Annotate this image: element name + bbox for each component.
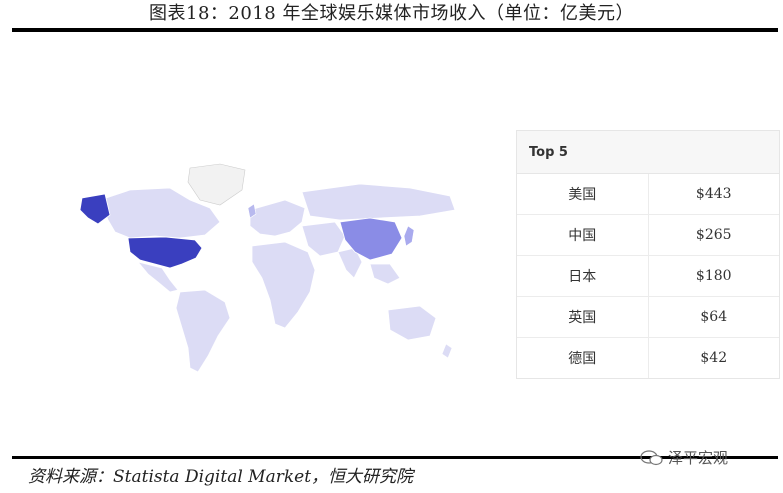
country-cell: 日本 xyxy=(517,256,649,296)
value-cell: $265 xyxy=(695,227,732,243)
country-cell: 美国 xyxy=(517,174,649,214)
watermark-text: 泽平宏观 xyxy=(668,449,729,467)
map-russia xyxy=(301,183,456,221)
map-canada xyxy=(99,187,221,239)
map-china xyxy=(339,217,403,261)
map-se-asia xyxy=(369,263,401,285)
value-cell: $42 xyxy=(700,350,728,366)
map-greenland xyxy=(187,163,246,206)
country-cell: 德国 xyxy=(517,338,649,378)
map-usa xyxy=(127,236,203,269)
table-row: 英国 $64 xyxy=(517,297,779,338)
world-map xyxy=(79,163,456,373)
map-africa xyxy=(251,241,316,329)
table-row: 日本 $180 xyxy=(517,256,779,297)
top-rule xyxy=(12,28,778,32)
watermark: 泽平宏观 xyxy=(640,447,728,468)
bottom-rule xyxy=(12,456,778,459)
value-cell: $64 xyxy=(700,309,728,325)
map-new-zealand xyxy=(441,343,453,359)
value-cell: $180 xyxy=(695,268,732,284)
map-south-america xyxy=(175,289,231,373)
map-europe xyxy=(249,199,306,237)
table-row: 德国 $42 xyxy=(517,338,779,378)
source-note: 资料来源：Statista Digital Market，恒大研究院 xyxy=(28,467,414,487)
value-cell: $443 xyxy=(695,186,732,202)
country-cell: 中国 xyxy=(517,215,649,255)
map-japan xyxy=(403,225,415,247)
top5-table: Top 5 美国 $443 中国 $265 日本 $180 英国 $64 德国 … xyxy=(516,130,780,379)
table-row: 美国 $443 xyxy=(517,174,779,215)
table-header: Top 5 xyxy=(517,131,779,174)
map-mexico xyxy=(136,261,179,293)
country-cell: 英国 xyxy=(517,297,649,337)
map-australia xyxy=(387,305,437,341)
chart-title: 图表18：2018 年全球娱乐媒体市场收入（单位：亿美元） xyxy=(149,3,634,24)
map-alaska xyxy=(79,193,111,225)
map-uk xyxy=(247,203,257,219)
table-row: 中国 $265 xyxy=(517,215,779,256)
map-middle-east xyxy=(301,221,346,257)
wechat-icon xyxy=(640,449,663,465)
